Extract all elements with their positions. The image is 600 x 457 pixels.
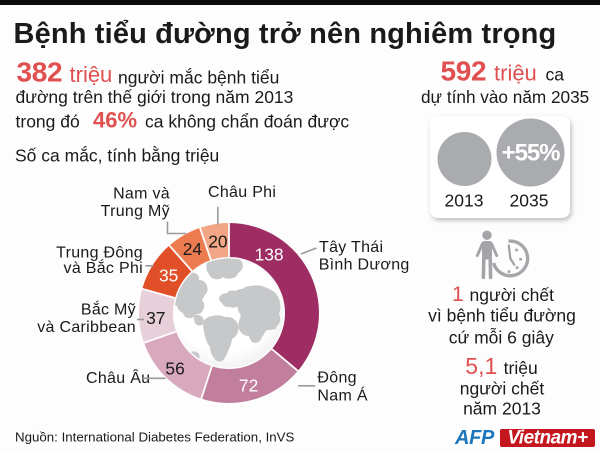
svg-text:người chết: người chết <box>460 379 545 399</box>
svg-text:1 người chết: 1 người chết <box>452 283 554 306</box>
svg-text:vì bệnh tiểu đường: vì bệnh tiểu đường <box>428 305 576 325</box>
svg-text:Châu Âu: Châu Âu <box>86 368 150 387</box>
svg-text:AFP: AFP <box>454 427 495 449</box>
svg-text:Châu Phi: Châu Phi <box>208 184 276 201</box>
svg-text:đường trên thế giới trong năm: đường trên thế giới trong năm 2013 <box>16 87 294 107</box>
svg-text:người mắc bệnh tiểu: người mắc bệnh tiểu <box>118 67 279 88</box>
svg-text:592: 592 <box>441 55 487 86</box>
svg-text:ca: ca <box>546 64 565 84</box>
svg-text:2035: 2035 <box>510 190 549 210</box>
svg-text:năm 2013: năm 2013 <box>463 399 541 419</box>
svg-text:72: 72 <box>239 375 258 395</box>
svg-text:20: 20 <box>208 231 227 251</box>
svg-text:37: 37 <box>146 308 165 328</box>
svg-text:triệu: triệu <box>494 60 537 85</box>
svg-text:ca không chẩn đoán được: ca không chẩn đoán được <box>145 112 349 132</box>
svg-text:dự tính vào năm 2035: dự tính vào năm 2035 <box>421 87 589 107</box>
svg-text:Bệnh tiểu đường trở nên nghiêm: Bệnh tiểu đường trở nên nghiêm trọng <box>14 18 557 50</box>
svg-text:Trung Mỹ: Trung Mỹ <box>101 203 170 220</box>
svg-text:24: 24 <box>183 239 203 259</box>
svg-text:và Bắc Phi: và Bắc Phi <box>64 258 143 277</box>
svg-text:382: 382 <box>17 57 63 88</box>
svg-text:Bắc Mỹ: Bắc Mỹ <box>81 300 136 319</box>
svg-text:46%: 46% <box>93 108 137 133</box>
svg-text:Nguồn: International Diabetes: Nguồn: International Diabetes Federation… <box>15 430 295 445</box>
svg-text:Nam Á: Nam Á <box>317 385 367 404</box>
svg-text:Trung Đông: Trung Đông <box>56 245 143 262</box>
svg-text:56: 56 <box>165 358 184 378</box>
svg-text:Đông: Đông <box>317 370 356 387</box>
svg-text:triệu: triệu <box>70 62 113 87</box>
svg-text:138: 138 <box>255 244 284 264</box>
svg-text:Bình Dương: Bình Dương <box>319 257 410 274</box>
svg-text:35: 35 <box>159 266 178 286</box>
svg-text:+55%: +55% <box>502 140 560 167</box>
svg-text:Nam và: Nam và <box>113 186 170 203</box>
svg-text:2013: 2013 <box>445 190 484 210</box>
svg-text:Tây Thái: Tây Thái <box>319 239 383 256</box>
svg-text:cứ mỗi 6 giây: cứ mỗi 6 giây <box>449 327 554 348</box>
svg-text:trong đó: trong đó <box>16 112 80 132</box>
svg-text:và Caribbean: và Caribbean <box>37 319 136 336</box>
svg-text:Số ca mắc, tính bằng triệu: Số ca mắc, tính bằng triệu <box>15 145 219 166</box>
svg-text:Vietnam+: Vietnam+ <box>507 428 588 449</box>
